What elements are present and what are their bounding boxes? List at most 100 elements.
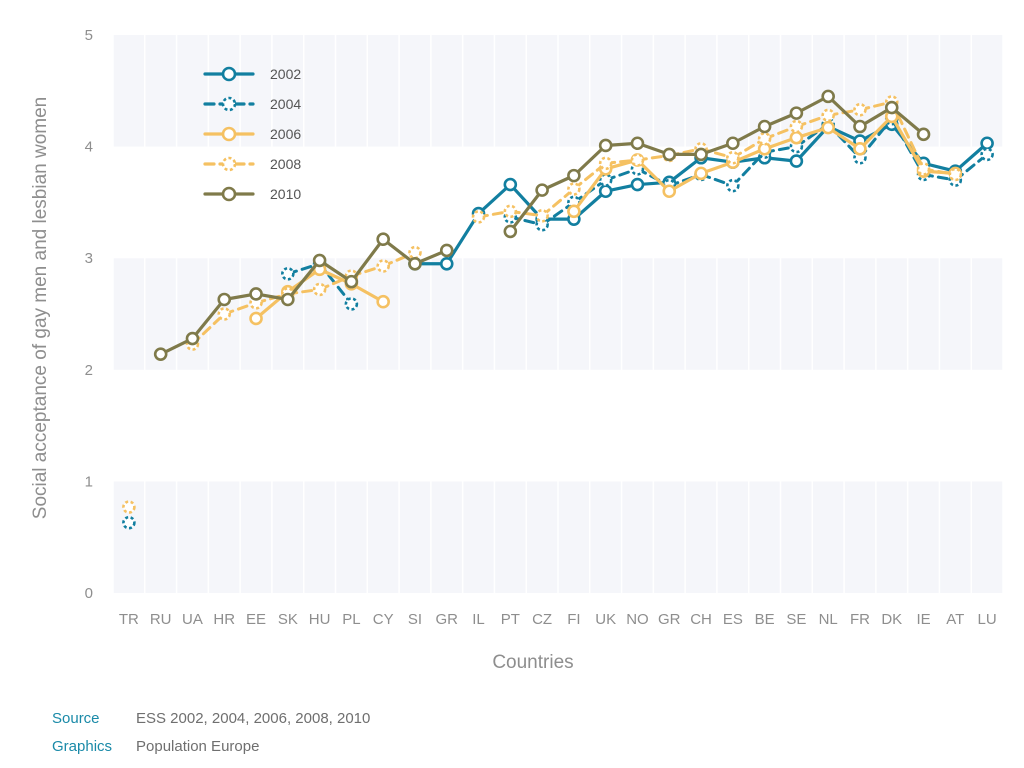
x-tick-label: GR xyxy=(658,611,681,628)
legend-label-2004: 2004 xyxy=(270,96,301,112)
legend-label-2006: 2006 xyxy=(270,126,301,142)
x-tick-label: SI xyxy=(408,611,422,628)
graphics-value: Population Europe xyxy=(136,738,260,755)
series-2006-point xyxy=(567,204,581,219)
series-2010-point xyxy=(281,292,295,307)
legend-label-2002: 2002 xyxy=(270,66,301,82)
x-tick-label: RU xyxy=(150,611,172,628)
series-2002-point xyxy=(503,177,518,192)
series-2008-point xyxy=(408,245,422,260)
x-tick-label: CH xyxy=(690,611,712,628)
series-2010-segment xyxy=(890,105,926,136)
series-2006-point xyxy=(376,294,390,309)
series-2004-segment xyxy=(731,150,767,188)
y-tick-label: 4 xyxy=(85,139,93,156)
legend-marker-2006 xyxy=(221,126,237,142)
series-2008-point xyxy=(757,131,772,146)
x-tick-label: GR xyxy=(436,611,459,628)
line-chart: 0 1 2 3 4 5 TR RU UA HR EE SK HU PL CY SI GR IL PT CZ FI UK NO… xyxy=(30,27,997,673)
series-2008-segment xyxy=(572,161,608,191)
x-tick-label: NO xyxy=(626,611,649,628)
series-2008-segment xyxy=(254,292,290,305)
series-2004-point xyxy=(344,297,359,311)
series-2002-segment xyxy=(794,124,830,163)
source-line: Source ESS 2002, 2004, 2006, 2008, 2010 xyxy=(52,710,370,727)
series-2006-point xyxy=(789,130,804,145)
series-2010-point xyxy=(630,136,645,151)
y-axis-title: Social acceptance of gay men and lesbian… xyxy=(30,97,51,519)
series-2006-segment xyxy=(858,114,894,151)
series-2008-point xyxy=(916,162,931,176)
series-2008-point xyxy=(598,156,613,171)
x-tick-label: BE xyxy=(755,611,775,628)
y-tick-label: 3 xyxy=(85,250,93,267)
series-2004-segment xyxy=(667,173,703,188)
series-2002-point xyxy=(598,184,613,199)
legend-marker-2010 xyxy=(221,186,237,202)
source-value: ESS 2002, 2004, 2006, 2008, 2010 xyxy=(136,710,371,727)
series-2008-point xyxy=(471,210,486,224)
series-2010-point xyxy=(567,168,581,183)
series-2008-segment xyxy=(222,301,258,316)
y-tick-label: 5 xyxy=(85,27,93,44)
series-2004-segment xyxy=(604,167,639,182)
series-2010-point xyxy=(185,331,200,346)
x-tick-label: HR xyxy=(213,611,235,628)
series-2010-point xyxy=(535,183,549,197)
series-2010-point xyxy=(408,256,422,271)
x-tick-label: PT xyxy=(501,611,520,628)
x-tick-label: IL xyxy=(472,611,485,628)
series-2004-point xyxy=(598,173,613,187)
graphics-line: Graphics Population Europe xyxy=(52,738,259,755)
y-tick-label: 0 xyxy=(85,585,93,602)
series-2002-segment xyxy=(476,182,512,216)
series-2004-segment xyxy=(286,262,322,276)
x-tick-label: NL xyxy=(819,611,838,628)
series-2008-point xyxy=(630,153,645,167)
series-2002-segment xyxy=(953,141,989,173)
x-tick-label: AT xyxy=(946,611,964,628)
series-2008-point xyxy=(122,500,136,514)
x-tick-label: LU xyxy=(978,611,997,628)
x-tick-label: ES xyxy=(723,611,743,628)
x-tick-label: FI xyxy=(567,611,580,628)
series-2006-point xyxy=(249,311,263,326)
series-2008-point xyxy=(821,108,835,123)
x-tick-label: HU xyxy=(309,611,331,628)
series-2008-point xyxy=(312,282,327,297)
series-2002-point xyxy=(630,177,645,192)
series-2010-point xyxy=(217,292,232,307)
graphics-label: Graphics xyxy=(52,738,113,755)
series-2008-point xyxy=(535,208,549,223)
x-tick-label: UA xyxy=(182,611,203,628)
series-2006-point xyxy=(853,142,867,156)
series-2008-point xyxy=(376,259,390,273)
series-2010-point xyxy=(376,232,390,247)
series-2002-segment xyxy=(445,211,481,266)
series-2002-point xyxy=(789,154,804,168)
legend-marker-2008 xyxy=(221,156,237,172)
series-2010-point xyxy=(884,100,899,115)
series-2010-point xyxy=(153,347,168,361)
series-2006-point xyxy=(821,120,835,135)
series-2008-point xyxy=(217,307,232,321)
series-2010-point xyxy=(757,119,772,134)
x-tick-label: CY xyxy=(373,611,394,628)
x-tick-label: SK xyxy=(278,611,298,628)
x-tick-label: DK xyxy=(881,611,902,628)
series-2008-segment xyxy=(540,187,576,218)
series-2010-point xyxy=(789,106,804,120)
legend-label-2008: 2008 xyxy=(270,156,301,172)
series-2010-point xyxy=(598,138,613,153)
y-tick-label: 1 xyxy=(85,473,93,490)
series-2002-point xyxy=(980,136,994,151)
x-tick-label: SE xyxy=(786,611,806,628)
series-2010-segment xyxy=(508,188,544,234)
series-2008-segment xyxy=(763,125,798,141)
series-2004-point xyxy=(281,267,295,281)
y-tick-label: 2 xyxy=(85,362,93,379)
series-2010-segment xyxy=(572,143,608,178)
series-2008-segment xyxy=(794,113,830,129)
series-2010-point xyxy=(503,224,518,239)
series-2010-point xyxy=(344,274,359,289)
